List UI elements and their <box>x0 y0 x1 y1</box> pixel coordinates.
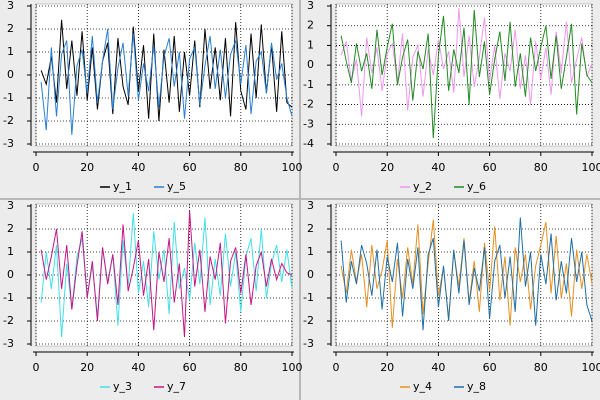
legend-label: y_1 <box>113 180 132 193</box>
y-tick-label: -3 <box>3 137 14 150</box>
x-tick-label: 80 <box>534 161 548 174</box>
x-tick-label: 80 <box>534 361 548 374</box>
y-tick-label: 0 <box>7 268 14 281</box>
x-tick-label: 60 <box>483 161 497 174</box>
x-tick-label: 0 <box>333 161 340 174</box>
y-tick-label: 2 <box>307 19 314 32</box>
x-tick-label: 20 <box>380 361 394 374</box>
plot-area <box>35 203 293 347</box>
y-tick-label: -1 <box>303 78 314 91</box>
y-tick-label: -3 <box>303 337 314 350</box>
x-tick-label: 20 <box>80 361 94 374</box>
legend-label: y_5 <box>167 180 186 193</box>
series-line <box>40 19 293 122</box>
y-tick-label: -4 <box>303 137 314 150</box>
x-tick-label: 80 <box>234 161 248 174</box>
series-line <box>40 28 293 135</box>
legend-label: y_2 <box>413 180 432 193</box>
x-tick-label: 100 <box>582 361 600 374</box>
y-tick-label: 1 <box>307 38 314 51</box>
x-tick-label: 20 <box>80 161 94 174</box>
legend-label: y_8 <box>467 380 486 393</box>
legend-label: y_7 <box>167 380 186 393</box>
y-tick-label: -2 <box>303 98 314 111</box>
series-line <box>340 217 593 331</box>
legend-label: y_3 <box>113 380 132 393</box>
x-tick-label: 100 <box>282 361 303 374</box>
legend-label: y_6 <box>467 180 486 193</box>
y-tick-label: 2 <box>307 222 314 235</box>
x-tick-label: 0 <box>33 361 40 374</box>
x-tick-label: 60 <box>183 361 197 374</box>
x-tick-label: 20 <box>380 161 394 174</box>
y-tick-label: -2 <box>3 314 14 327</box>
y-tick-label: 1 <box>7 245 14 258</box>
y-tick-label: -2 <box>3 114 14 127</box>
x-tick-label: 0 <box>33 161 40 174</box>
y-tick-label: -1 <box>3 91 14 104</box>
y-tick-label: -1 <box>3 291 14 304</box>
y-tick-label: 3 <box>307 199 314 212</box>
y-tick-label: -2 <box>303 314 314 327</box>
x-tick-label: 0 <box>333 361 340 374</box>
y-tick-label: 3 <box>7 199 14 212</box>
x-tick-label: 40 <box>431 361 445 374</box>
legend-label: y_4 <box>413 380 432 393</box>
x-tick-label: 40 <box>131 161 145 174</box>
y-tick-label: 3 <box>307 0 314 12</box>
y-tick-label: 2 <box>7 222 14 235</box>
x-tick-label: 60 <box>183 161 197 174</box>
y-tick-label: 1 <box>7 45 14 58</box>
x-tick-label: 80 <box>234 361 248 374</box>
x-tick-label: 40 <box>431 161 445 174</box>
y-tick-label: 0 <box>307 58 314 71</box>
y-tick-label: 0 <box>307 268 314 281</box>
y-tick-label: -3 <box>303 117 314 130</box>
y-tick-label: -3 <box>3 337 14 350</box>
plot-area <box>35 3 293 147</box>
x-tick-label: 100 <box>582 161 600 174</box>
series-line <box>340 7 593 117</box>
series-line <box>340 9 593 139</box>
y-tick-label: -1 <box>303 291 314 304</box>
y-tick-label: 1 <box>307 245 314 258</box>
x-tick-label: 40 <box>131 361 145 374</box>
series-line <box>40 210 293 338</box>
y-tick-label: 3 <box>7 0 14 12</box>
y-tick-label: 0 <box>7 68 14 81</box>
x-tick-label: 100 <box>282 161 303 174</box>
x-tick-label: 60 <box>483 361 497 374</box>
y-tick-label: 2 <box>7 22 14 35</box>
